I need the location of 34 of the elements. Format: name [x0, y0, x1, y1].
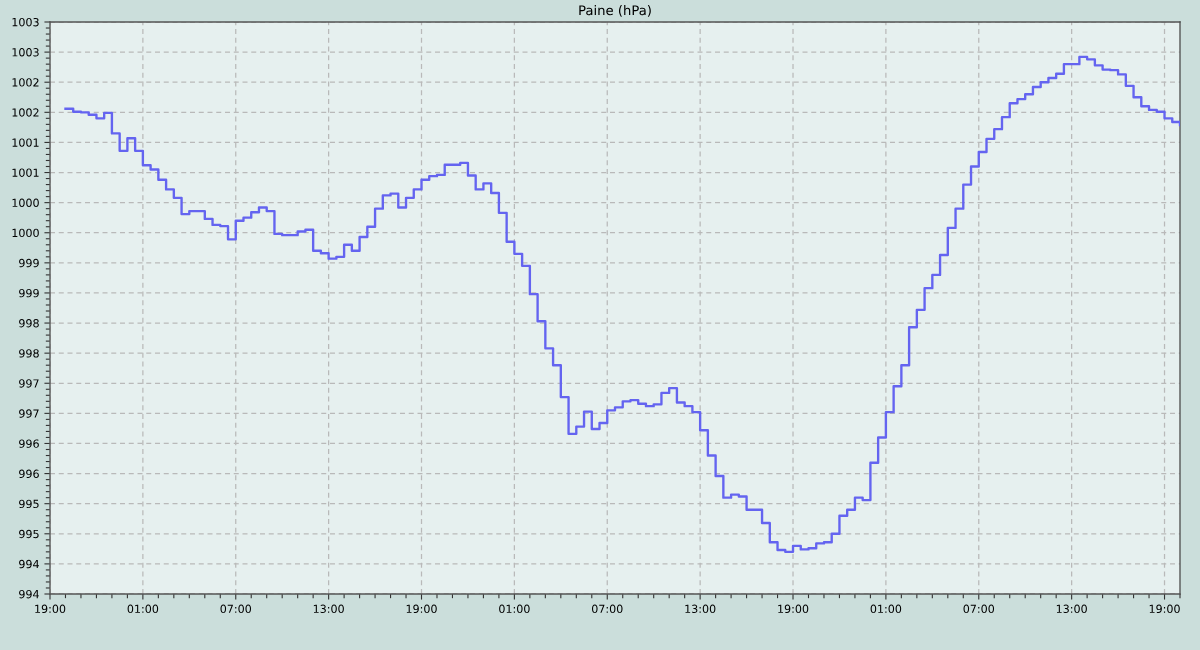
y-tick-label: 1003	[12, 48, 39, 57]
y-tick-label: 999	[19, 258, 39, 268]
y-tick-label: 1002	[12, 108, 39, 117]
x-tick-label: 13:00	[1056, 604, 1087, 614]
y-tick-label: 997	[19, 409, 39, 418]
x-tick-label: 01:00	[499, 604, 530, 614]
y-tick-label: 1001	[12, 168, 39, 177]
y-tick-label: 998	[19, 349, 39, 358]
chart-title: Paine (hPa)	[579, 5, 651, 17]
y-tick-label: 1000	[12, 198, 39, 208]
y-tick-label: 1001	[12, 138, 39, 147]
y-tick-label: 995	[19, 529, 39, 539]
x-tick-label: 07:00	[963, 604, 995, 614]
y-tick-label: 1002	[12, 78, 39, 87]
y-tick-label: 995	[19, 499, 39, 509]
y-tick-label: 1000	[12, 228, 39, 238]
x-tick-label: 13:00	[313, 604, 344, 614]
x-tick-label: 07:00	[220, 604, 252, 614]
y-tick-label: 998	[19, 319, 39, 328]
y-tick-label: 1003	[12, 17, 39, 27]
y-tick-label: 994	[19, 559, 39, 569]
x-tick-label: 19:00	[1149, 604, 1180, 614]
x-tick-label: 19:00	[406, 604, 437, 614]
y-tick-label: 999	[19, 288, 39, 298]
x-tick-label: 01:00	[127, 604, 159, 614]
x-tick-label: 19:00	[778, 604, 809, 614]
y-tick-label: 997	[19, 379, 39, 388]
y-tick-label: 994	[19, 589, 39, 599]
x-tick-label: 01:00	[870, 604, 902, 614]
y-tick-label: 996	[19, 469, 39, 478]
x-tick-label: 07:00	[591, 604, 623, 614]
x-tick-label: 13:00	[685, 604, 716, 614]
y-tick-label: 996	[19, 439, 39, 448]
x-tick-label: 19:00	[35, 604, 66, 614]
